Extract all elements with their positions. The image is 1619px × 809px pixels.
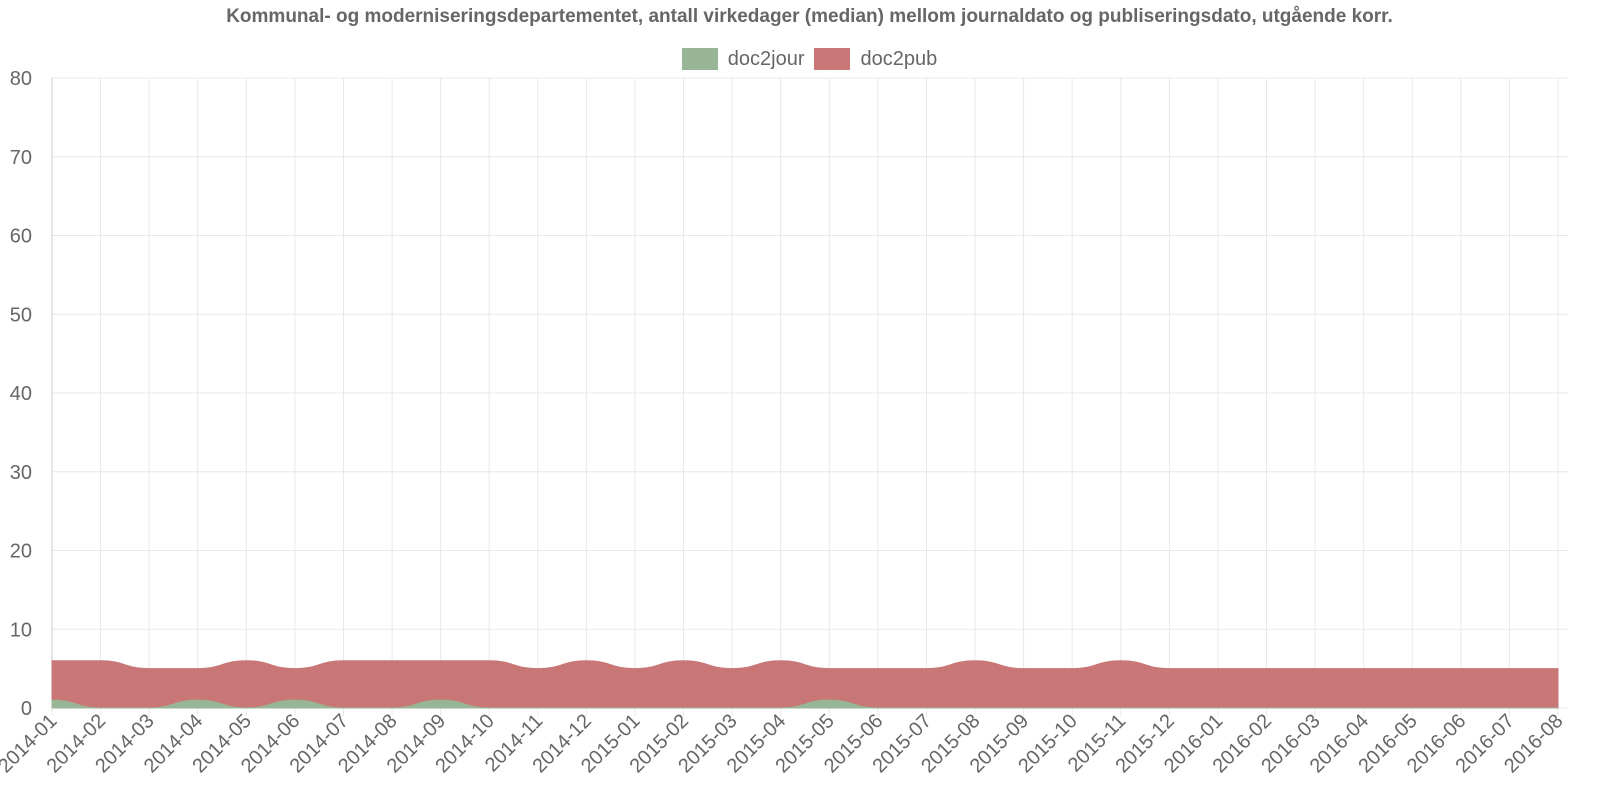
y-tick-label: 80 bbox=[10, 68, 32, 90]
series-area-doc2jour bbox=[51, 699, 1558, 709]
legend: doc2jour doc2pub bbox=[0, 46, 1619, 72]
y-tick-label: 70 bbox=[10, 147, 32, 169]
y-tick-label: 40 bbox=[10, 383, 32, 405]
legend-swatch-doc2jour bbox=[681, 48, 718, 70]
legend-item-doc2jour[interactable]: doc2jour bbox=[681, 47, 805, 71]
y-tick-label: 60 bbox=[10, 226, 32, 248]
legend-label-doc2jour: doc2jour bbox=[727, 47, 805, 70]
legend-swatch-doc2pub bbox=[814, 48, 851, 70]
y-tick-label: 50 bbox=[10, 304, 32, 326]
y-tick-label: 10 bbox=[10, 619, 32, 641]
y-tick-label: 30 bbox=[10, 462, 32, 484]
series-area-doc2pub bbox=[51, 660, 1559, 709]
y-tick-label: 20 bbox=[10, 541, 32, 563]
legend-item-doc2pub[interactable]: doc2pub bbox=[814, 48, 937, 71]
chart-title: Kommunal- og moderniseringsdepartementet… bbox=[226, 6, 1393, 27]
legend-label-doc2pub: doc2pub bbox=[860, 47, 938, 70]
y-tick-label: 0 bbox=[21, 698, 32, 720]
